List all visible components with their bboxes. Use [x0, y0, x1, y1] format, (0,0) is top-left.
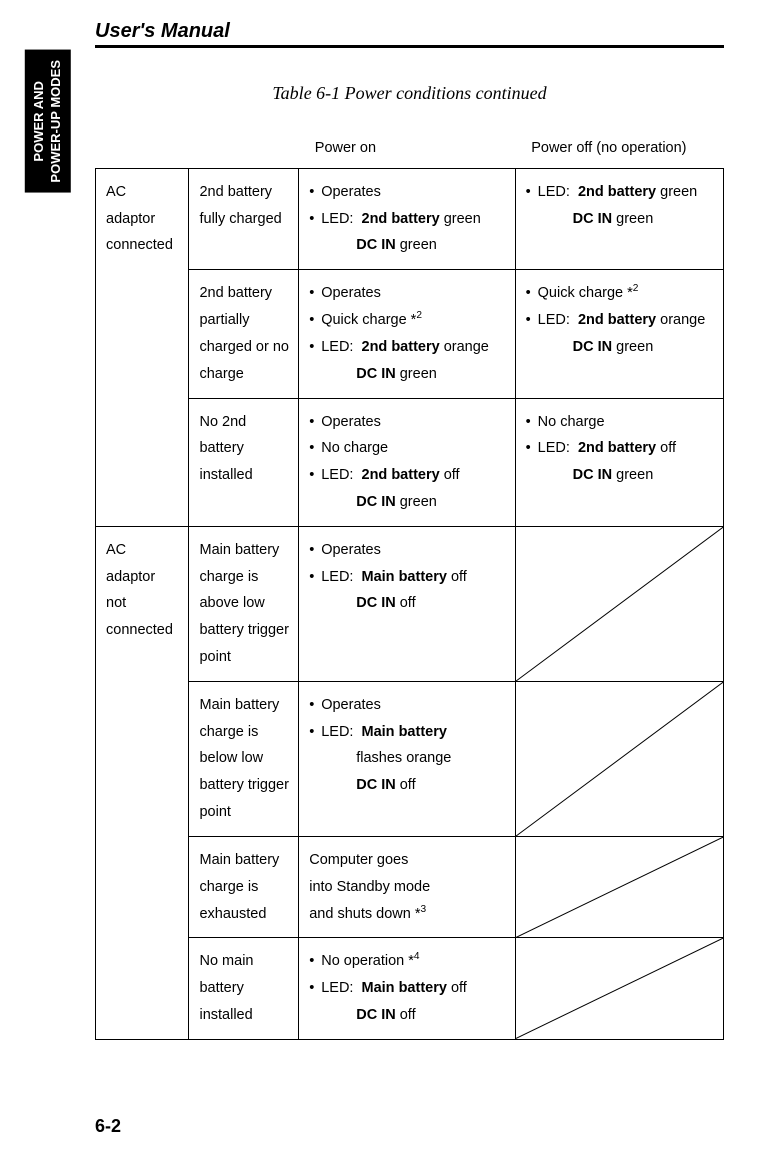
- power-off-cell: •No charge•LED: 2nd battery offDC IN gre…: [515, 398, 723, 526]
- table-row: No 2nd battery installed•Operates•No cha…: [96, 398, 724, 526]
- manual-header: User's Manual: [95, 20, 724, 48]
- table-row: Main battery charge is below low battery…: [96, 681, 724, 836]
- table-header-row: Power on Power off (no operation): [96, 129, 724, 168]
- power-on-cell: •Operates•Quick charge *2•LED: 2nd batte…: [299, 270, 515, 398]
- group-label-cell: ACadaptornotconnected: [96, 526, 189, 1039]
- header-power-off: Power off (no operation): [515, 129, 723, 168]
- power-off-cell: [515, 526, 723, 681]
- power-on-cell: •No operation *4•LED: Main battery offDC…: [299, 938, 515, 1039]
- power-on-cell: •Operates•LED: 2nd battery greenDC IN gr…: [299, 168, 515, 269]
- table-caption: Table 6-1 Power conditions continued: [95, 83, 724, 104]
- section-side-tab: POWER AND POWER-UP MODES: [25, 50, 71, 193]
- table-row: No main battery installed•No operation *…: [96, 938, 724, 1039]
- side-tab-line-1: POWER AND: [31, 81, 46, 161]
- header-power-on: Power on: [299, 129, 515, 168]
- power-off-cell: •LED: 2nd battery greenDC IN green: [515, 168, 723, 269]
- condition-cell: 2nd battery fully charged: [189, 168, 299, 269]
- power-conditions-table: Power on Power off (no operation) ACadap…: [95, 129, 724, 1040]
- table-row: ACadaptorconnected2nd battery fully char…: [96, 168, 724, 269]
- table-row: Main battery charge is exhaustedComputer…: [96, 836, 724, 937]
- power-off-cell: [515, 681, 723, 836]
- page-number: 6-2: [95, 1116, 121, 1137]
- condition-cell: No main battery installed: [189, 938, 299, 1039]
- condition-cell: 2nd battery partially charged or no char…: [189, 270, 299, 398]
- power-on-cell: •Operates•LED: Main battery offDC IN off: [299, 526, 515, 681]
- condition-cell: Main battery charge is exhausted: [189, 836, 299, 937]
- power-off-cell: •Quick charge *2•LED: 2nd battery orange…: [515, 270, 723, 398]
- power-on-cell: Computer goesinto Standby modeand shuts …: [299, 836, 515, 937]
- power-on-cell: •Operates•No charge•LED: 2nd battery off…: [299, 398, 515, 526]
- table-row: 2nd battery partially charged or no char…: [96, 270, 724, 398]
- condition-cell: Main battery charge is above low battery…: [189, 526, 299, 681]
- power-on-cell: •Operates•LED: Main batteryflashes orang…: [299, 681, 515, 836]
- condition-cell: Main battery charge is below low battery…: [189, 681, 299, 836]
- header-blank-2: [189, 129, 299, 168]
- condition-cell: No 2nd battery installed: [189, 398, 299, 526]
- table-row: ACadaptornotconnectedMain battery charge…: [96, 526, 724, 681]
- group-label-cell: ACadaptorconnected: [96, 168, 189, 526]
- side-tab-line-2: POWER-UP MODES: [48, 60, 63, 183]
- power-off-cell: [515, 938, 723, 1039]
- header-blank-1: [96, 129, 189, 168]
- power-off-cell: [515, 836, 723, 937]
